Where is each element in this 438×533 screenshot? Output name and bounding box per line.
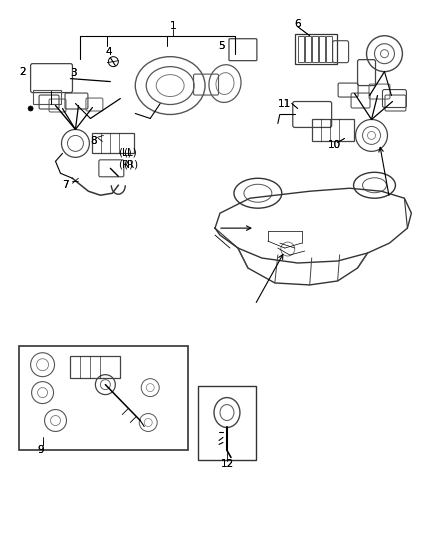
Text: 7: 7 bbox=[62, 180, 69, 190]
Text: 6: 6 bbox=[294, 19, 301, 29]
Text: 9: 9 bbox=[37, 446, 44, 455]
Text: 3: 3 bbox=[70, 68, 77, 78]
Text: 10: 10 bbox=[328, 140, 341, 150]
Bar bbox=[198, 385, 256, 461]
Bar bbox=[298, 36, 304, 62]
Bar bbox=[19, 346, 188, 450]
Text: 12: 12 bbox=[220, 459, 233, 470]
Bar bbox=[71, 356, 120, 378]
Text: 11: 11 bbox=[278, 99, 291, 109]
Text: 4: 4 bbox=[105, 47, 112, 56]
Text: (L): (L) bbox=[124, 147, 137, 157]
Circle shape bbox=[28, 106, 33, 111]
Text: (L): (L) bbox=[118, 147, 132, 157]
Bar bbox=[295, 34, 337, 63]
Text: 11: 11 bbox=[278, 99, 291, 109]
Bar bbox=[326, 36, 332, 62]
Text: 8: 8 bbox=[90, 136, 97, 147]
Bar bbox=[312, 36, 318, 62]
Bar bbox=[319, 36, 325, 62]
Text: 8: 8 bbox=[90, 136, 97, 147]
Text: 2: 2 bbox=[19, 67, 26, 77]
Bar bbox=[92, 133, 134, 154]
Text: 9: 9 bbox=[37, 446, 44, 455]
Text: 1: 1 bbox=[170, 21, 177, 31]
Bar bbox=[305, 36, 311, 62]
Text: (R): (R) bbox=[118, 159, 133, 169]
Text: 5: 5 bbox=[219, 41, 225, 51]
Bar bbox=[312, 119, 353, 141]
Text: 5: 5 bbox=[219, 41, 225, 51]
Text: 10: 10 bbox=[328, 140, 341, 150]
Text: 12: 12 bbox=[220, 459, 233, 470]
Text: 6: 6 bbox=[294, 19, 301, 29]
Text: 3: 3 bbox=[70, 68, 77, 78]
Text: 2: 2 bbox=[19, 67, 26, 77]
Text: (R): (R) bbox=[123, 159, 138, 169]
Text: 4: 4 bbox=[105, 47, 112, 56]
Text: 7: 7 bbox=[62, 180, 69, 190]
Bar bbox=[32, 90, 60, 103]
Text: 1: 1 bbox=[170, 21, 177, 31]
